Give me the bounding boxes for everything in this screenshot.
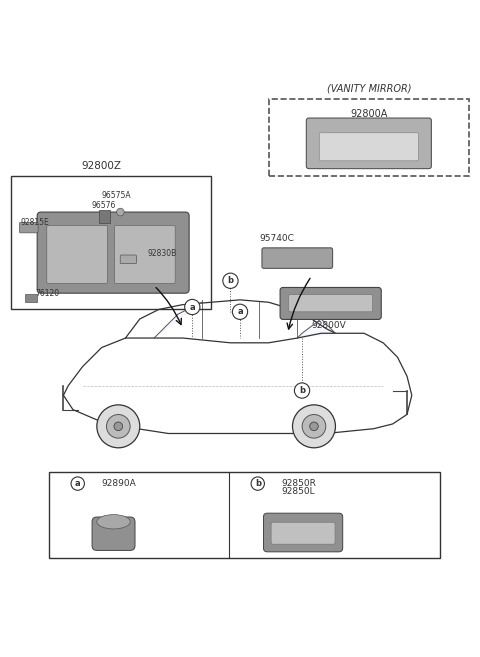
Text: 92850R: 92850R (282, 479, 316, 488)
FancyBboxPatch shape (306, 118, 432, 169)
Text: 92800A: 92800A (350, 109, 387, 119)
Bar (25, 294, 37, 302)
FancyBboxPatch shape (264, 513, 343, 552)
FancyBboxPatch shape (47, 225, 108, 283)
Circle shape (302, 415, 326, 438)
Circle shape (251, 477, 264, 490)
FancyBboxPatch shape (271, 522, 335, 544)
Circle shape (71, 477, 84, 490)
FancyBboxPatch shape (92, 517, 135, 551)
Bar (49, 472, 441, 558)
Text: a: a (75, 479, 81, 488)
Bar (269, 99, 469, 176)
FancyBboxPatch shape (280, 288, 381, 319)
Text: 92800V: 92800V (312, 321, 347, 330)
Text: (VANITY MIRROR): (VANITY MIRROR) (326, 83, 411, 94)
FancyBboxPatch shape (115, 225, 175, 283)
FancyBboxPatch shape (120, 255, 136, 263)
Circle shape (310, 422, 318, 430)
Polygon shape (297, 319, 336, 338)
FancyBboxPatch shape (288, 294, 372, 312)
Bar (99, 210, 110, 223)
Text: b: b (255, 479, 261, 488)
Circle shape (114, 422, 122, 430)
Circle shape (117, 208, 124, 216)
Text: b: b (299, 386, 305, 395)
Text: 92830B: 92830B (147, 249, 177, 258)
Polygon shape (154, 302, 202, 338)
Text: 96576: 96576 (91, 200, 116, 210)
Text: a: a (190, 302, 195, 311)
Bar (11, 176, 211, 309)
Text: 96575A: 96575A (101, 191, 131, 200)
Circle shape (97, 405, 140, 448)
Text: b: b (228, 277, 233, 285)
Text: 92890A: 92890A (102, 479, 136, 488)
Text: 76120: 76120 (35, 289, 59, 298)
Circle shape (232, 304, 248, 319)
Circle shape (223, 273, 238, 288)
Text: 92815E: 92815E (21, 218, 50, 227)
Text: 92850L: 92850L (282, 487, 315, 496)
Text: 92800Z: 92800Z (81, 161, 121, 171)
Circle shape (185, 300, 200, 315)
Circle shape (292, 405, 336, 448)
Circle shape (107, 415, 130, 438)
FancyBboxPatch shape (319, 133, 419, 161)
FancyBboxPatch shape (37, 212, 189, 293)
FancyBboxPatch shape (20, 222, 38, 233)
Ellipse shape (97, 514, 130, 529)
Circle shape (294, 383, 310, 398)
Text: a: a (237, 307, 243, 316)
FancyBboxPatch shape (262, 248, 333, 268)
Text: 95740C: 95740C (259, 234, 294, 242)
